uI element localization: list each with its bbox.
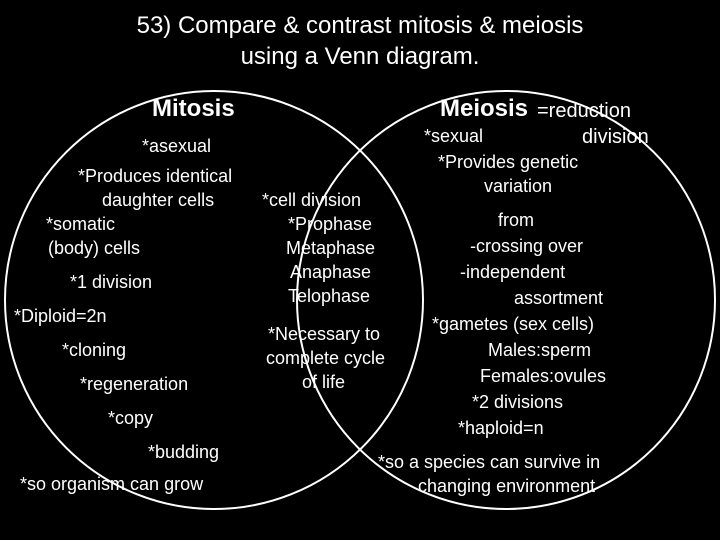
header-division-word: division (582, 126, 649, 149)
mitosis-somatic: *somatic (46, 214, 115, 235)
meiosis-provides: *Provides genetic (438, 152, 578, 173)
center-necessary: *Necessary to (268, 324, 380, 345)
mitosis-grow: *so organism can grow (20, 474, 203, 495)
center-telophase: Telophase (288, 286, 370, 307)
center-celldiv: *cell division (262, 190, 361, 211)
center-prophase: *Prophase (288, 214, 372, 235)
meiosis-species: *so a species can survive in (378, 452, 600, 473)
mitosis-budding: *budding (148, 442, 219, 463)
header-meiosis: Meiosis (440, 95, 528, 123)
center-metaphase: Metaphase (286, 238, 375, 259)
center-anaphase: Anaphase (290, 262, 371, 283)
meiosis-crossing: -crossing over (470, 236, 583, 257)
meiosis-females: Females:ovules (480, 366, 606, 387)
mitosis-produces: *Produces identical (78, 166, 232, 187)
title-line-1: 53) Compare & contrast mitosis & meiosis (137, 12, 584, 39)
mitosis-regen: *regeneration (80, 374, 188, 395)
meiosis-variation: variation (484, 176, 552, 197)
meiosis-haploid: *haploid=n (458, 418, 544, 439)
meiosis-sexual: *sexual (424, 126, 483, 147)
slide-title: 53) Compare & contrast mitosis & meiosis… (0, 0, 720, 72)
center-complete: complete cycle (266, 348, 385, 369)
mitosis-body: (body) cells (48, 238, 140, 259)
mitosis-daughter: daughter cells (102, 190, 214, 211)
meiosis-twodiv: *2 divisions (472, 392, 563, 413)
meiosis-males: Males:sperm (488, 340, 591, 361)
center-oflife: of life (302, 372, 345, 393)
mitosis-diploid: *Diploid=2n (14, 306, 107, 327)
meiosis-from: from (498, 210, 534, 231)
header-reduction: =reduction (537, 100, 631, 123)
mitosis-cloning: *cloning (62, 340, 126, 361)
meiosis-assortment: assortment (514, 288, 603, 309)
venn-diagram: Mitosis Meiosis =reduction division *ase… (0, 80, 720, 540)
meiosis-independent: -independent (460, 262, 565, 283)
meiosis-gametes: *gametes (sex cells) (432, 314, 594, 335)
title-line-2: using a Venn diagram. (241, 43, 480, 70)
mitosis-onediv: *1 division (70, 272, 152, 293)
header-mitosis: Mitosis (152, 95, 235, 123)
meiosis-changing: changing environment (418, 476, 595, 497)
mitosis-copy: *copy (108, 408, 153, 429)
mitosis-asexual: *asexual (142, 136, 211, 157)
